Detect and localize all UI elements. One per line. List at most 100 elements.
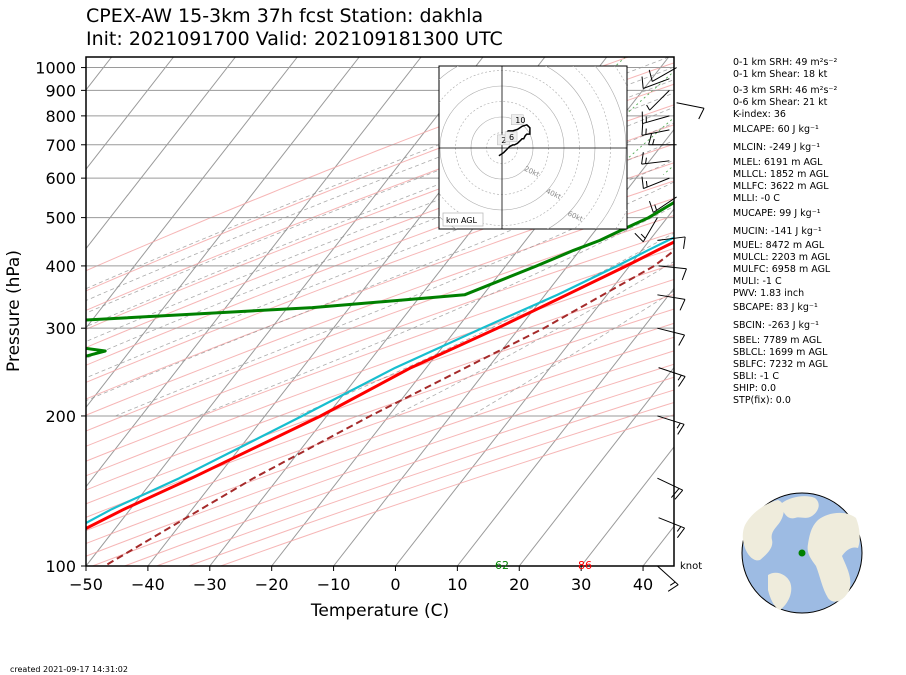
- y-tick-label: 900: [45, 81, 76, 100]
- index-line: MLLI: -0 C: [733, 193, 780, 204]
- station-marker: [798, 549, 806, 557]
- land-greenland: [782, 496, 819, 519]
- wetbulb-profile: [86, 236, 674, 525]
- moist-adiabat: [86, 140, 674, 379]
- hodograph-label: km AGL: [446, 216, 478, 225]
- dry-adiabat: [86, 278, 674, 491]
- dry-adiabat: [86, 350, 674, 557]
- surface-dewpoint-label: 62: [495, 559, 509, 572]
- mixing-ratio-line: [849, 57, 906, 175]
- chart-title: CPEX-AW 15-3km 37h fcst Station: dakhla: [86, 5, 484, 27]
- x-tick-label: 40: [633, 575, 653, 594]
- temperature-profile: [86, 240, 674, 531]
- wind-barb: [641, 76, 670, 89]
- index-line: SBCIN: -263 J kg⁻¹: [733, 320, 819, 331]
- y-tick-label: 1000: [35, 59, 76, 78]
- index-line: K-index: 36: [733, 109, 786, 120]
- wind-barb: [648, 67, 677, 82]
- y-axis-label: Pressure (hPa): [4, 250, 24, 372]
- x-axis-label: Temperature (C): [310, 601, 449, 621]
- moist-adiabat: [393, 261, 674, 417]
- chart-subtitle: Init: 2021091700 Valid: 202109181300 UTC: [86, 28, 503, 50]
- moist-adiabat: [470, 290, 674, 417]
- wind-barb: [657, 477, 684, 500]
- index-line: MULI: -1 C: [733, 276, 782, 287]
- wind-barb: [657, 565, 679, 592]
- isotherm-line: [86, 57, 174, 171]
- y-tick-label: 300: [45, 319, 76, 338]
- isotherm-line: [86, 57, 360, 409]
- hodograph-height-label: 6: [509, 133, 514, 142]
- wind-barb: [658, 517, 685, 539]
- wind-barb: [658, 265, 687, 281]
- wind-barb: [657, 294, 686, 311]
- moist-adiabat: [197, 205, 674, 417]
- hodograph-height-label: 10: [515, 116, 525, 125]
- hodograph-trace: [498, 123, 531, 157]
- x-tick-label: 30: [571, 575, 591, 594]
- wind-barb: [641, 111, 670, 125]
- index-line: MLLCL: 1852 m AGL: [733, 169, 829, 180]
- created-timestamp: created 2021-09-17 14:31:02: [10, 665, 128, 674]
- y-tick-label: 100: [45, 557, 76, 576]
- wind-barb: [676, 102, 705, 120]
- wind-barb: [648, 133, 677, 146]
- dry-adiabat: [86, 180, 674, 400]
- index-line: MLCIN: -249 J kg⁻¹: [733, 142, 821, 153]
- x-tick-label: −10: [317, 575, 351, 594]
- index-line: SBEL: 7789 m AGL: [733, 335, 822, 346]
- index-line: MULCL: 2203 m AGL: [733, 252, 831, 263]
- x-tick-label: −20: [255, 575, 289, 594]
- wind-barb: [641, 123, 670, 136]
- land-south-america: [768, 572, 792, 610]
- dry-adiabat: [86, 322, 674, 532]
- wind-barb: [658, 367, 686, 387]
- land-africa-europe: [807, 512, 860, 602]
- index-line: 0-3 km SRH: 46 m²s⁻²: [733, 85, 838, 96]
- y-tick-label: 800: [45, 107, 76, 126]
- x-tick-label: 0: [390, 575, 400, 594]
- mixing-ratio-line: [558, 70, 674, 175]
- x-tick-label: 20: [509, 575, 529, 594]
- wind-barb: [648, 196, 677, 213]
- dry-adiabat: [86, 83, 674, 311]
- moist-adiabat: [86, 92, 674, 328]
- dry-adiabat: [86, 247, 674, 462]
- mixing-ratio-line: [609, 117, 674, 175]
- y-tick-label: 400: [45, 257, 76, 276]
- location-globe: [741, 492, 863, 614]
- wind-barb: [657, 236, 686, 249]
- dry-adiabat: [86, 263, 674, 477]
- wind-barb: [646, 90, 670, 111]
- index-line: STP(fix): 0.0: [733, 395, 791, 406]
- dry-adiabat: [86, 293, 674, 505]
- isotherm-line: [86, 57, 484, 566]
- isotherm-line: [395, 208, 674, 566]
- x-tick-label: −30: [193, 575, 227, 594]
- x-tick-label: −50: [69, 575, 103, 594]
- y-tick-label: 500: [45, 209, 76, 228]
- x-tick-label: 10: [447, 575, 467, 594]
- wind-barb: [641, 152, 670, 165]
- parcel-profile: [104, 249, 674, 566]
- index-line: SBLI: -1 C: [733, 371, 779, 382]
- wind-barb: [634, 217, 658, 243]
- index-line: MLCAPE: 60 J kg⁻¹: [733, 124, 819, 135]
- y-tick-label: 700: [45, 136, 76, 155]
- isotherm-line: [86, 57, 236, 250]
- dry-adiabat: [86, 197, 674, 416]
- index-line: MULFC: 6958 m AGL: [733, 264, 831, 275]
- plot-frame: [85, 56, 675, 567]
- dry-adiabat: [86, 336, 674, 545]
- index-line: PWV: 1.83 inch: [733, 288, 805, 299]
- isotherm-line: [580, 446, 674, 566]
- land-north-america: [742, 500, 784, 561]
- dry-adiabat: [86, 215, 674, 432]
- index-line: SBCAPE: 83 J kg⁻¹: [733, 302, 818, 313]
- index-line: 0-6 km Shear: 21 kt: [733, 97, 828, 108]
- mixing-ratio-line: [822, 57, 906, 175]
- y-tick-label: 200: [45, 407, 76, 426]
- wind-barb: [641, 176, 670, 190]
